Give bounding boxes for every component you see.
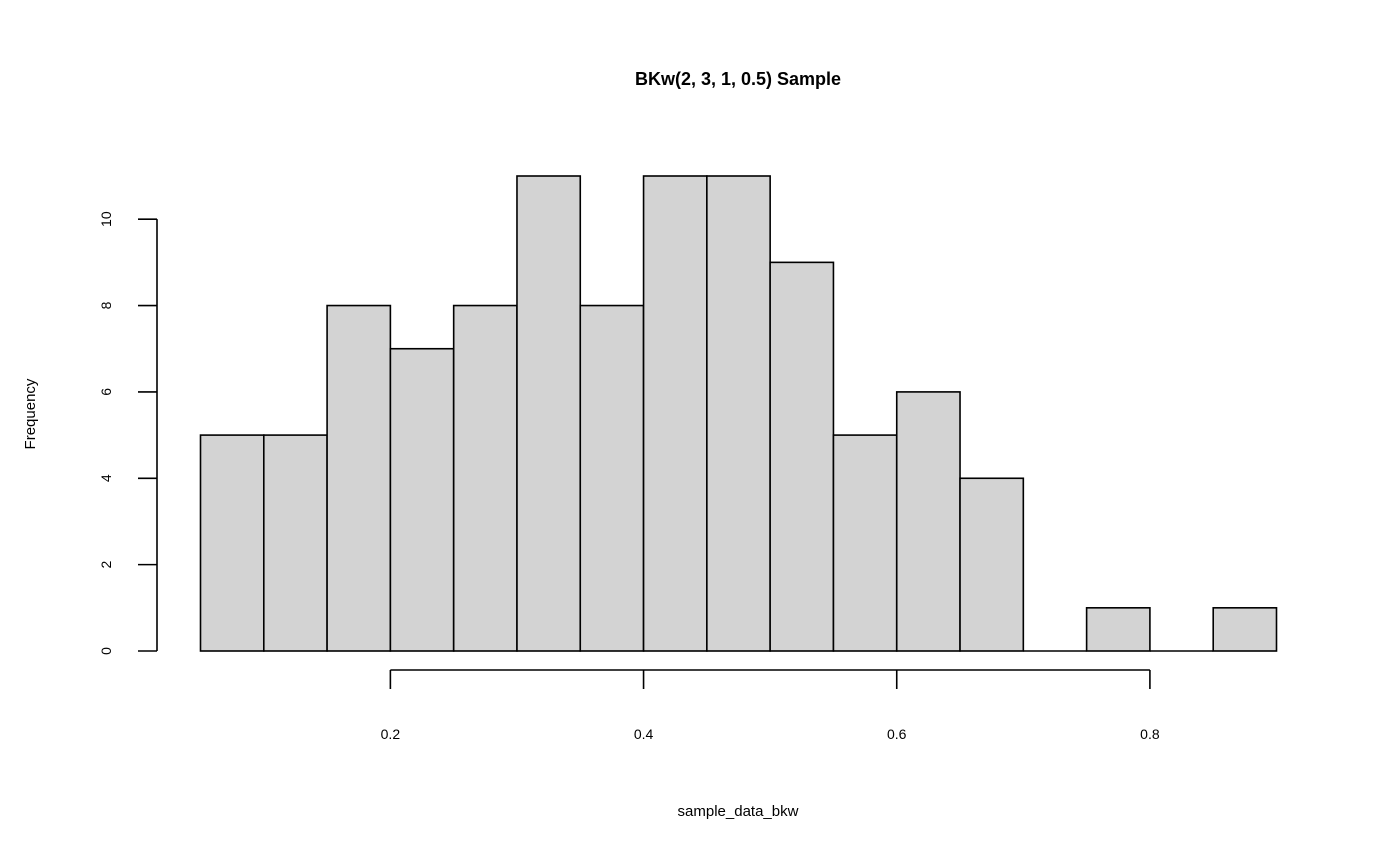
y-tick-label: 0	[98, 647, 114, 655]
x-axis-label: sample_data_bkw	[678, 803, 799, 820]
y-tick-label: 6	[98, 388, 114, 396]
histogram-bar	[326, 304, 392, 652]
histogram-bar	[1212, 607, 1278, 652]
y-tick-label: 10	[98, 211, 114, 227]
x-tick-label: 0.4	[634, 726, 654, 742]
x-tick-label: 0.2	[381, 726, 401, 742]
x-tick-label: 0.6	[887, 726, 907, 742]
histogram-bar	[1085, 607, 1151, 652]
histogram-bar	[895, 391, 961, 652]
x-axis: 0.2 0.4 0.6 0.8	[381, 669, 1160, 742]
chart-title: BKw(2, 3, 1, 0.5) Sample	[635, 69, 841, 89]
histogram-bar	[262, 434, 328, 652]
y-axis: 0 2 4 6 8 10	[98, 211, 158, 655]
histogram-bar	[452, 304, 518, 652]
bars-group	[199, 175, 1278, 652]
histogram-bar	[769, 261, 835, 652]
histogram-bar	[959, 477, 1025, 652]
histogram-bar	[579, 304, 645, 652]
x-tick-label: 0.8	[1140, 726, 1160, 742]
y-tick-label: 4	[98, 474, 114, 482]
y-tick-label: 2	[98, 561, 114, 569]
y-axis-label: Frequency	[22, 378, 39, 449]
histogram-bar	[706, 175, 771, 652]
y-tick-label: 8	[98, 301, 114, 309]
histogram-bar	[832, 434, 898, 652]
histogram-bar	[642, 175, 708, 652]
histogram-bar	[516, 175, 582, 652]
histogram-bar	[389, 347, 455, 652]
histogram-bar	[199, 434, 265, 652]
